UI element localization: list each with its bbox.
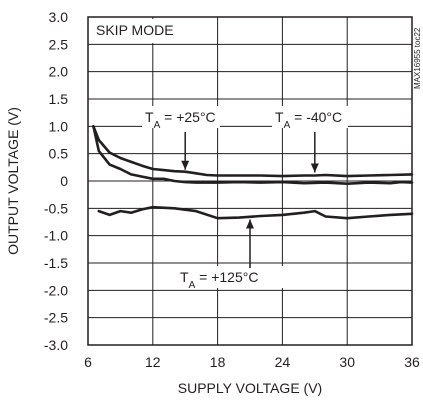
tick-label-layer: 3.0 2.5 2.0 1.5 1.0 0.5 0 -0.5 -1.0 -1.5 -2.0 -2.5 -…	[44, 9, 420, 370]
series-line-2	[92, 125, 414, 185]
y-tick-label: -2.0	[44, 282, 68, 298]
plot-frame	[87, 16, 413, 346]
annotation-label: TA = +125°C	[180, 269, 258, 291]
y-tick-label: -0.5	[44, 200, 68, 216]
y-axis-title: OUTPUT VOLTAGE (V)	[5, 107, 21, 255]
mode-label: SKIP MODE	[96, 22, 174, 38]
y-tick-label: -1.5	[44, 255, 68, 271]
x-tick-label: 30	[339, 354, 355, 370]
x-tick-label: 12	[145, 354, 161, 370]
y-tick-label: 1.0	[49, 118, 69, 134]
y-tick-label: -2.5	[44, 310, 68, 326]
y-tick-label: -1.0	[44, 228, 68, 244]
annotation-arrowhead	[310, 163, 319, 173]
x-axis-title: SUPPLY VOLTAGE (V)	[178, 380, 322, 396]
x-tick-label: 24	[275, 354, 291, 370]
annotation-background	[177, 266, 295, 288]
y-tick-label: -3.0	[44, 337, 68, 353]
annotation-background	[142, 106, 220, 128]
x-tick-label: 18	[210, 354, 226, 370]
annotation-label: TA = -40°C	[275, 109, 342, 131]
series-line-3	[97, 205, 414, 220]
grid-layer	[87, 16, 413, 346]
annotation-arrowhead	[246, 219, 254, 229]
y-tick-label: 1.5	[49, 91, 69, 107]
y-tick-label: 0.5	[49, 146, 69, 162]
figure-id-label: MAX16955 toc22	[413, 27, 422, 89]
series-line-1	[92, 125, 414, 178]
y-tick-label: 3.0	[49, 9, 69, 25]
y-tick-label: 0	[60, 173, 68, 189]
x-tick-label: 6	[84, 354, 92, 370]
annotation-background	[272, 106, 348, 128]
x-tick-label: 36	[404, 354, 420, 370]
y-tick-label: 2.5	[49, 36, 69, 52]
mode-label-background	[90, 19, 186, 43]
annotation-label: TA = +25°C	[145, 109, 216, 131]
series-layer	[92, 125, 414, 220]
y-tick-label: 2.0	[49, 64, 69, 80]
annotation-arrowhead	[181, 160, 190, 170]
annotation-layer: TA = +25°C TA = -40°C TA = +125°C	[142, 106, 348, 291]
